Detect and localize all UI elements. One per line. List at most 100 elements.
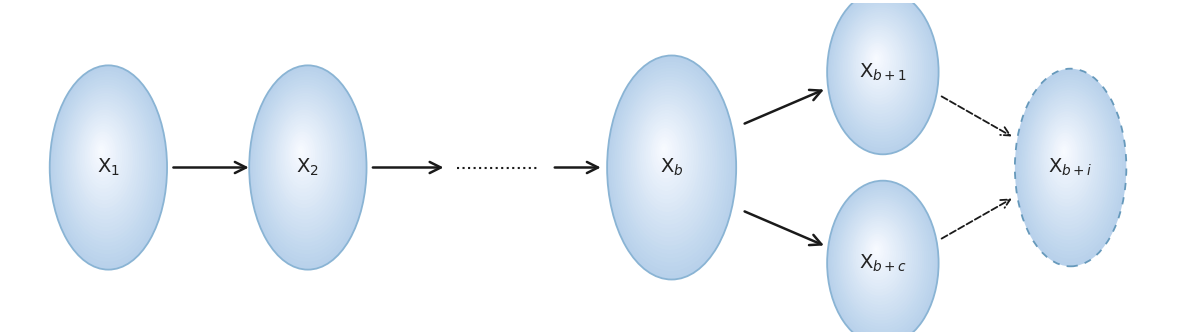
- Ellipse shape: [842, 201, 921, 318]
- Ellipse shape: [292, 137, 311, 170]
- Ellipse shape: [627, 89, 711, 233]
- Ellipse shape: [839, 7, 922, 130]
- Ellipse shape: [91, 134, 114, 174]
- Ellipse shape: [285, 126, 320, 185]
- Ellipse shape: [621, 80, 718, 246]
- Ellipse shape: [852, 25, 907, 105]
- Ellipse shape: [658, 140, 671, 161]
- Ellipse shape: [255, 74, 360, 258]
- Ellipse shape: [1034, 100, 1102, 222]
- Ellipse shape: [1039, 109, 1096, 211]
- Ellipse shape: [66, 93, 146, 231]
- Ellipse shape: [862, 229, 894, 277]
- Ellipse shape: [653, 131, 678, 174]
- Ellipse shape: [844, 14, 916, 120]
- Ellipse shape: [289, 131, 316, 178]
- Ellipse shape: [73, 104, 137, 216]
- Ellipse shape: [661, 146, 666, 153]
- Ellipse shape: [1025, 85, 1114, 244]
- Ellipse shape: [277, 112, 330, 204]
- Ellipse shape: [1022, 82, 1117, 248]
- Ellipse shape: [865, 43, 890, 80]
- Ellipse shape: [74, 107, 136, 212]
- Ellipse shape: [1020, 77, 1120, 255]
- Ellipse shape: [1021, 79, 1118, 252]
- Ellipse shape: [1029, 92, 1108, 233]
- Ellipse shape: [1058, 140, 1072, 166]
- Ellipse shape: [1042, 114, 1092, 203]
- Ellipse shape: [90, 131, 116, 178]
- Ellipse shape: [624, 83, 716, 242]
- Ellipse shape: [1035, 103, 1100, 218]
- Ellipse shape: [299, 148, 303, 154]
- Ellipse shape: [263, 87, 349, 239]
- Ellipse shape: [872, 54, 880, 65]
- Ellipse shape: [1053, 133, 1078, 177]
- Ellipse shape: [852, 216, 907, 296]
- Ellipse shape: [296, 142, 307, 162]
- Ellipse shape: [849, 21, 910, 111]
- Ellipse shape: [93, 137, 112, 170]
- Ellipse shape: [868, 47, 887, 74]
- Ellipse shape: [834, 0, 930, 142]
- Ellipse shape: [620, 77, 720, 250]
- Ellipse shape: [1017, 74, 1122, 259]
- Ellipse shape: [867, 236, 888, 268]
- Ellipse shape: [842, 10, 921, 126]
- Text: X$_{b+c}$: X$_{b+c}$: [858, 252, 907, 274]
- Ellipse shape: [868, 238, 887, 265]
- Ellipse shape: [50, 65, 167, 270]
- Ellipse shape: [1015, 69, 1126, 266]
- Ellipse shape: [271, 101, 338, 220]
- Ellipse shape: [251, 68, 364, 266]
- Ellipse shape: [282, 120, 324, 193]
- Ellipse shape: [867, 45, 888, 77]
- Ellipse shape: [85, 123, 123, 189]
- Ellipse shape: [77, 109, 133, 208]
- Ellipse shape: [1043, 117, 1089, 199]
- Ellipse shape: [288, 129, 317, 181]
- Ellipse shape: [256, 76, 358, 254]
- Text: X$_{b+i}$: X$_{b+i}$: [1048, 157, 1093, 178]
- Ellipse shape: [838, 5, 924, 133]
- Ellipse shape: [863, 232, 893, 274]
- Ellipse shape: [1056, 138, 1074, 170]
- Ellipse shape: [858, 225, 898, 283]
- Ellipse shape: [854, 27, 904, 102]
- Text: X$_2$: X$_2$: [296, 157, 320, 178]
- Ellipse shape: [834, 190, 930, 333]
- Ellipse shape: [264, 90, 348, 235]
- Ellipse shape: [98, 145, 105, 158]
- Ellipse shape: [835, 1, 929, 139]
- Ellipse shape: [848, 18, 913, 114]
- Ellipse shape: [61, 85, 152, 243]
- Ellipse shape: [297, 145, 305, 158]
- Ellipse shape: [870, 50, 884, 71]
- Ellipse shape: [625, 86, 713, 238]
- Ellipse shape: [613, 65, 729, 267]
- Ellipse shape: [1036, 106, 1098, 214]
- Ellipse shape: [832, 0, 933, 145]
- Ellipse shape: [607, 56, 736, 279]
- Ellipse shape: [634, 101, 702, 216]
- Ellipse shape: [839, 198, 922, 321]
- Ellipse shape: [829, 183, 936, 335]
- Ellipse shape: [660, 143, 668, 157]
- Ellipse shape: [637, 104, 699, 212]
- Ellipse shape: [94, 140, 110, 166]
- Ellipse shape: [871, 52, 882, 68]
- Ellipse shape: [1049, 127, 1082, 185]
- Ellipse shape: [829, 0, 936, 151]
- Ellipse shape: [857, 32, 901, 95]
- Ellipse shape: [647, 122, 685, 187]
- Ellipse shape: [847, 16, 915, 117]
- Ellipse shape: [71, 101, 139, 220]
- Ellipse shape: [52, 68, 165, 266]
- Ellipse shape: [99, 148, 104, 154]
- Ellipse shape: [633, 98, 704, 220]
- Ellipse shape: [861, 36, 896, 89]
- Ellipse shape: [858, 34, 898, 92]
- Ellipse shape: [259, 82, 354, 247]
- Ellipse shape: [78, 112, 131, 204]
- Ellipse shape: [294, 140, 309, 166]
